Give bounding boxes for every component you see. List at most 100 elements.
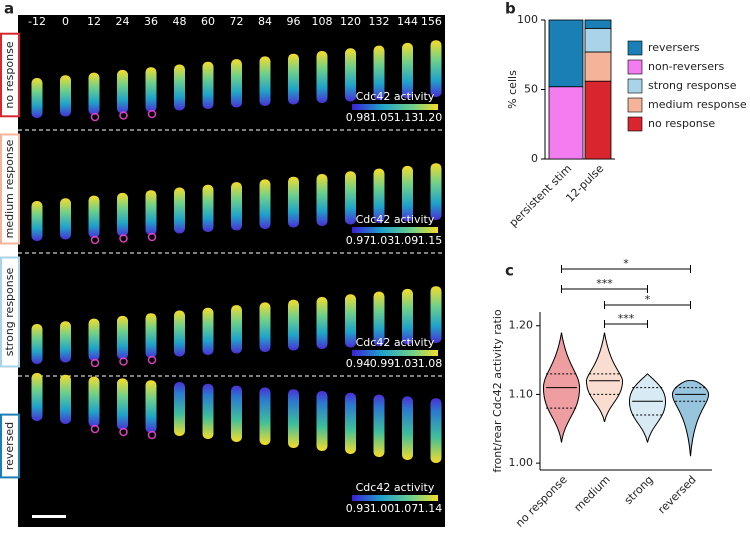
cell (259, 387, 271, 445)
cell (288, 176, 299, 228)
stimulus-marker (90, 112, 100, 122)
colorbar-tick: 1.13 (394, 111, 419, 124)
significance-bracket (561, 285, 648, 290)
cell (402, 42, 413, 99)
cell (288, 299, 299, 351)
cell (345, 48, 356, 102)
cell (88, 318, 100, 361)
cell (345, 294, 356, 348)
significance-bracket (561, 265, 691, 270)
time-label: 108 (312, 15, 333, 28)
significance-bracket (604, 320, 648, 325)
time-label: 120 (340, 15, 361, 28)
time-label: 72 (230, 15, 244, 28)
cell (31, 324, 43, 364)
row-label: strong response (3, 268, 16, 357)
cell (117, 378, 128, 430)
cell (402, 288, 413, 345)
colorbar-tick: 1.20 (418, 111, 443, 124)
y-tick-label: 100 (517, 13, 538, 26)
cell (345, 392, 356, 454)
row-label: reversed (3, 422, 16, 470)
row-label: no response (3, 41, 16, 108)
time-label: 48 (173, 15, 187, 28)
x-tick-label: no response (513, 473, 570, 530)
colorbar-title: Cdc42 activity (356, 90, 435, 103)
significance-bracket-end (604, 305, 691, 309)
time-label: 12 (87, 15, 101, 28)
cell (316, 297, 328, 349)
cell (174, 382, 185, 436)
time-label: -12 (28, 15, 46, 28)
legend-label: medium response (648, 98, 747, 111)
cell (259, 302, 271, 352)
cell (202, 383, 214, 439)
cell (145, 380, 157, 433)
time-label: 0 (62, 15, 69, 28)
panel-label: a (4, 0, 14, 18)
legend-label: strong response (648, 79, 737, 92)
cell (430, 163, 442, 220)
colorbar-tick: 1.00 (370, 502, 395, 515)
cell (117, 315, 128, 360)
stimulus-marker (90, 358, 100, 368)
stimulus-marker (119, 234, 128, 243)
colorbar-tick: 0.97 (346, 234, 371, 247)
x-tick-label: medium (572, 473, 613, 514)
panel-label: c (505, 262, 514, 280)
colorbar-tick: 0.98 (346, 111, 371, 124)
significance-bracket-end (604, 324, 648, 328)
cell (88, 376, 100, 427)
cell (430, 40, 442, 97)
time-label: 60 (201, 15, 215, 28)
cell (288, 53, 299, 105)
bar-segment (584, 27, 612, 53)
cell (202, 61, 214, 109)
legend-swatch (627, 116, 643, 132)
stimulus-marker (119, 357, 128, 366)
significance-label: *** (618, 312, 635, 325)
stimulus-marker (90, 235, 100, 245)
scale-bar (32, 515, 66, 518)
legend-swatch (627, 40, 643, 56)
colorbar-tick: 1.03 (370, 234, 395, 247)
cell (430, 398, 442, 463)
cell (316, 174, 328, 226)
row-label: medium response (3, 139, 16, 238)
colorbar (352, 227, 438, 233)
cell (259, 179, 271, 229)
significance-label: * (645, 293, 651, 306)
cell (202, 307, 214, 355)
colorbar-tick: 1.08 (418, 357, 443, 370)
colorbar-tick: 1.15 (418, 234, 443, 247)
cell (88, 195, 100, 238)
cell (373, 45, 385, 100)
time-label: 84 (258, 15, 272, 28)
stimulus-marker (147, 109, 157, 119)
row-label-box (0, 413, 20, 479)
violin (628, 373, 667, 443)
stimulus-marker (119, 111, 128, 120)
colorbar-tick: 1.14 (418, 502, 443, 515)
legend-label: no response (648, 117, 715, 130)
y-tick-label: 1.00 (509, 456, 534, 469)
cell (60, 374, 71, 424)
colorbar-tick: 0.94 (346, 357, 371, 370)
colorbar-tick: 1.09 (394, 234, 419, 247)
cell (345, 171, 356, 225)
colorbar-tick: 0.93 (346, 502, 371, 515)
cell (316, 51, 328, 103)
colorbar-tick: 1.03 (394, 357, 419, 370)
y-tick-label: 1.20 (509, 319, 534, 332)
cell (31, 201, 43, 241)
time-label: 156 s (421, 15, 451, 28)
cell (117, 192, 128, 237)
cell (402, 165, 413, 222)
cell (373, 168, 385, 223)
y-axis-label: % cells (506, 70, 519, 109)
cell (316, 391, 328, 451)
violin (585, 332, 624, 423)
cell (430, 286, 442, 343)
significance-bracket (604, 301, 691, 306)
colorbar-title: Cdc42 activity (356, 481, 435, 494)
